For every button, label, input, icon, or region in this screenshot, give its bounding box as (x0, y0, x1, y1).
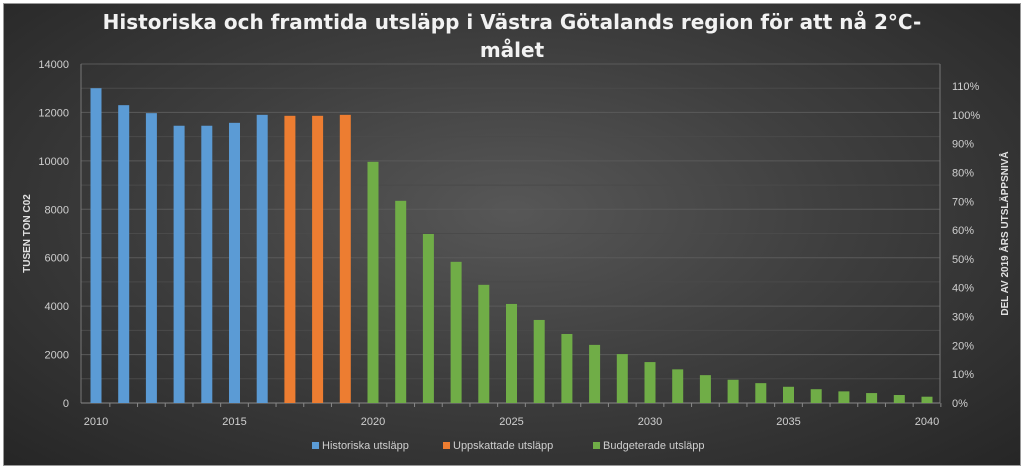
bar-2015 (229, 122, 240, 404)
x-tick-label: 2040 (915, 416, 939, 428)
bar-2020 (367, 161, 379, 403)
legend-label: Uppskattade utsläpp (453, 440, 553, 452)
bar-2019 (339, 114, 351, 403)
bar-2030 (644, 362, 656, 403)
x-tick-label: 2035 (776, 416, 800, 428)
bar-2024 (478, 284, 490, 403)
bar-2040 (921, 396, 933, 403)
bar-2035 (783, 386, 794, 403)
y2-tick-label: 80% (952, 167, 974, 179)
chart-title: Historiska och framtida utsläpp i Västra… (0, 8, 1024, 64)
bar-2011 (118, 105, 130, 404)
y-axis-title: TUSEN TON C02 (22, 194, 33, 273)
legend-label: Historiska utsläpp (322, 440, 409, 452)
bar-2027 (561, 333, 573, 403)
bar-2018 (312, 115, 324, 403)
y2-tick-label: 20% (952, 340, 974, 352)
x-tick-label: 2030 (638, 416, 662, 428)
bar-2028 (589, 344, 601, 403)
bar-2013 (173, 125, 185, 403)
bar-2039 (893, 395, 905, 403)
y-tick-label: 12000 (38, 107, 69, 119)
y2-tick-label: 40% (952, 283, 974, 295)
chart-title-line1: Historiska och framtida utsläpp i Västra… (102, 10, 922, 34)
y-tick-label: 2000 (45, 350, 69, 362)
y2-tick-label: 30% (952, 312, 974, 324)
legend-swatch (312, 442, 319, 449)
y-tick-label: 14000 (38, 59, 69, 71)
legend-label: Budgeterade utsläpp (603, 440, 705, 452)
x-tick-label: 2025 (499, 416, 523, 428)
bar-2031 (672, 369, 684, 403)
x-tick-label: 2010 (84, 416, 108, 428)
bar-2036 (810, 389, 822, 403)
y-tick-label: 6000 (45, 253, 69, 265)
legend-swatch (443, 442, 450, 449)
bar-2010 (90, 88, 102, 403)
y2-tick-label: 100% (952, 110, 980, 122)
y2-tick-label: 90% (952, 139, 974, 151)
x-tick-label: 2015 (222, 416, 246, 428)
bar-2014 (201, 125, 213, 403)
y2-tick-label: 0% (952, 398, 968, 410)
y2-tick-label: 110% (952, 81, 980, 93)
legend-swatch (593, 442, 600, 449)
bar-2025 (506, 303, 517, 403)
bar-2016 (256, 114, 268, 403)
bar-2021 (395, 200, 407, 403)
y2-tick-label: 60% (952, 225, 974, 237)
bar-2026 (533, 319, 545, 403)
bar-2022 (422, 233, 434, 403)
chart-title-line2: målet (479, 38, 545, 62)
x-tick-label: 2020 (361, 416, 385, 428)
y2-axis-title: DEL AV 2019 ÅRS UTSLÄPPSNIVÅ (998, 151, 1011, 315)
y2-tick-label: 50% (952, 254, 974, 266)
bar-2034 (755, 383, 767, 403)
bar-2037 (838, 391, 850, 403)
y-tick-label: 4000 (45, 301, 69, 313)
y2-tick-label: 10% (952, 369, 974, 381)
bar-2029 (616, 354, 628, 403)
bar-2033 (727, 379, 739, 403)
bar-2032 (699, 375, 711, 403)
bar-2023 (450, 261, 462, 403)
bar-2038 (866, 393, 878, 403)
y-tick-label: 0 (63, 398, 69, 410)
y-tick-label: 8000 (45, 204, 69, 216)
bar-2012 (145, 113, 157, 403)
y-tick-label: 10000 (38, 156, 69, 168)
bar-2017 (284, 115, 296, 403)
y2-tick-label: 70% (952, 196, 974, 208)
